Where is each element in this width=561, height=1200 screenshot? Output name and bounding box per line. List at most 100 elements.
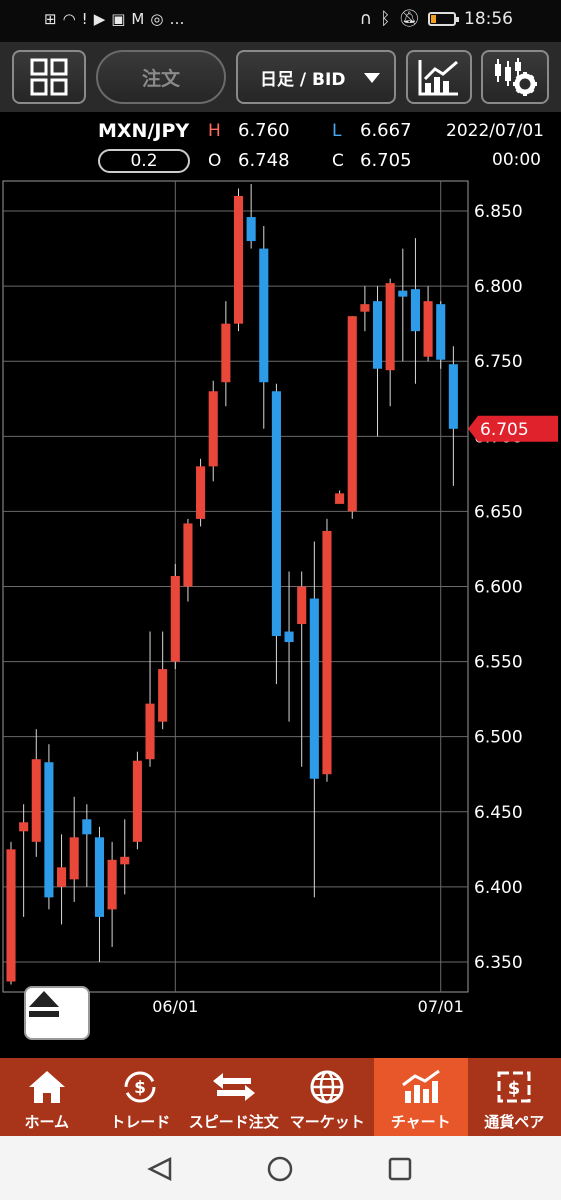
y-tick-label: 6.800 xyxy=(474,277,523,297)
bluetooth-icon: ᛒ xyxy=(380,9,391,29)
candle-body[interactable] xyxy=(158,669,168,722)
candle-body[interactable] xyxy=(398,290,408,297)
period-select[interactable]: 日足 / BID xyxy=(236,50,396,104)
candle-body[interactable] xyxy=(31,759,41,842)
candle-body[interactable] xyxy=(208,391,218,467)
home-icon xyxy=(28,1071,65,1103)
back-icon[interactable] xyxy=(147,1156,172,1182)
high-value: 6.760 xyxy=(238,120,290,141)
mail-icon: M xyxy=(131,10,145,28)
yen-cycle-icon: $ xyxy=(124,1071,156,1103)
collapse-panel-button[interactable] xyxy=(24,986,90,1040)
nav-trade[interactable]: $ トレード xyxy=(94,1058,188,1136)
line-chart-icon xyxy=(418,60,458,96)
y-tick-label: 6.750 xyxy=(474,352,523,372)
candle-body[interactable] xyxy=(196,466,206,519)
nav-trade-label: トレード xyxy=(110,1113,171,1131)
candle-body[interactable] xyxy=(322,530,332,775)
candle-body[interactable] xyxy=(259,248,269,383)
y-tick-label: 6.350 xyxy=(474,953,523,973)
candle-body[interactable] xyxy=(448,364,458,429)
candle-body[interactable] xyxy=(423,301,433,357)
candle-body[interactable] xyxy=(410,289,420,332)
notification-icons: ⊞ ◠ ! ▶ ▣ M ◎ … xyxy=(44,10,184,28)
low-value: 6.667 xyxy=(360,120,412,141)
period-select-label: 日足 / BID xyxy=(260,69,346,90)
layout-grid-button[interactable] xyxy=(12,50,86,104)
y-tick-label: 6.850 xyxy=(474,202,523,222)
nav-speed-order[interactable]: スピード注文 xyxy=(187,1058,281,1136)
nav-speed-order-label: スピード注文 xyxy=(188,1113,279,1131)
grid-app-icon: ⊞ xyxy=(44,10,57,28)
y-tick-label: 6.600 xyxy=(474,578,523,598)
y-tick-label: 6.650 xyxy=(474,502,523,522)
candle-settings-icon xyxy=(495,58,537,96)
candle-body[interactable] xyxy=(309,598,319,779)
high-label: H xyxy=(208,121,221,141)
system-navigation-bar xyxy=(0,1136,561,1200)
candle-body[interactable] xyxy=(246,217,256,242)
cloud-icon: ◎ xyxy=(150,10,164,28)
svg-text:$: $ xyxy=(134,1078,146,1098)
back-button[interactable] xyxy=(147,1156,172,1182)
candle-body[interactable] xyxy=(19,822,29,832)
status-bar: ⊞ ◠ ! ▶ ▣ M ◎ … ∩ ᛒ 🔕︎ 18:56 xyxy=(0,0,561,42)
candle-body[interactable] xyxy=(284,631,294,643)
candle-body[interactable] xyxy=(145,703,155,760)
candle-body[interactable] xyxy=(271,391,281,637)
caret-down-icon xyxy=(364,73,380,83)
current-price-label: 6.705 xyxy=(480,420,529,440)
nav-currency-pair[interactable]: $ 通貨ペア xyxy=(468,1058,561,1136)
candlestick-chart[interactable]: 06/0107/016.8506.8006.7506.7006.6506.600… xyxy=(0,180,561,1060)
candle-body[interactable] xyxy=(360,304,370,312)
candle-body[interactable] xyxy=(233,196,244,324)
nav-market-label: マーケット xyxy=(289,1113,365,1131)
y-tick-label: 6.450 xyxy=(474,803,523,823)
candle-body[interactable] xyxy=(347,316,357,512)
candle-body[interactable] xyxy=(221,323,231,383)
candle-body[interactable] xyxy=(385,283,395,371)
chart-toolbar: 注文 日足 / BID xyxy=(0,42,561,112)
close-label: C xyxy=(332,151,344,171)
candle-body[interactable] xyxy=(335,493,345,504)
candle-body[interactable] xyxy=(372,301,383,369)
candle-body[interactable] xyxy=(44,762,54,898)
candle-body[interactable] xyxy=(57,867,67,887)
recents-button[interactable] xyxy=(388,1157,412,1181)
currency-pair: MXN/JPY xyxy=(98,120,190,142)
candle-body[interactable] xyxy=(170,575,180,662)
chart-icon xyxy=(401,1069,440,1103)
price-info-header: MXN/JPY 0.2 H 6.760 L 6.667 2022/07/01 O… xyxy=(0,112,561,180)
candle-body[interactable] xyxy=(120,856,130,865)
candle-body[interactable] xyxy=(94,837,105,917)
globe-icon xyxy=(310,1070,344,1104)
system-nav-buttons xyxy=(147,1156,412,1182)
candle-body[interactable] xyxy=(69,837,79,880)
open-label: O xyxy=(208,151,222,171)
candle-body[interactable] xyxy=(6,849,16,982)
chart-settings-button[interactable] xyxy=(481,50,549,104)
y-tick-label: 6.500 xyxy=(474,728,523,748)
candle-body[interactable] xyxy=(132,760,142,842)
nav-market[interactable]: マーケット xyxy=(281,1058,375,1136)
nav-home-label: ホーム xyxy=(24,1113,70,1131)
candle-body[interactable] xyxy=(107,859,117,910)
nav-chart[interactable]: チャート xyxy=(374,1058,468,1136)
home-button[interactable] xyxy=(267,1156,293,1182)
candle-body[interactable] xyxy=(297,586,307,625)
y-tick-label: 6.550 xyxy=(474,653,523,673)
youtube-icon: ▶ xyxy=(93,10,106,28)
nav-home[interactable]: ホーム xyxy=(0,1058,94,1136)
candle-body[interactable] xyxy=(436,304,446,360)
order-button[interactable]: 注文 xyxy=(96,50,226,104)
candle-body[interactable] xyxy=(183,523,193,587)
alert-icon: ! xyxy=(81,10,88,28)
candle-body[interactable] xyxy=(82,819,92,835)
box-icon: ▣ xyxy=(111,10,126,28)
headphones-icon: ∩ xyxy=(359,9,373,29)
system-status: ∩ ᛒ 🔕︎ 18:56 xyxy=(360,9,513,29)
time-label: 00:00 xyxy=(492,150,541,170)
indicator-button[interactable] xyxy=(406,50,472,104)
chart-canvas[interactable]: 06/0107/016.8506.8006.7506.7006.6506.600… xyxy=(0,180,561,1060)
bottom-navigation: ホーム $ トレード スピード注文 マーケット xyxy=(0,1058,561,1136)
